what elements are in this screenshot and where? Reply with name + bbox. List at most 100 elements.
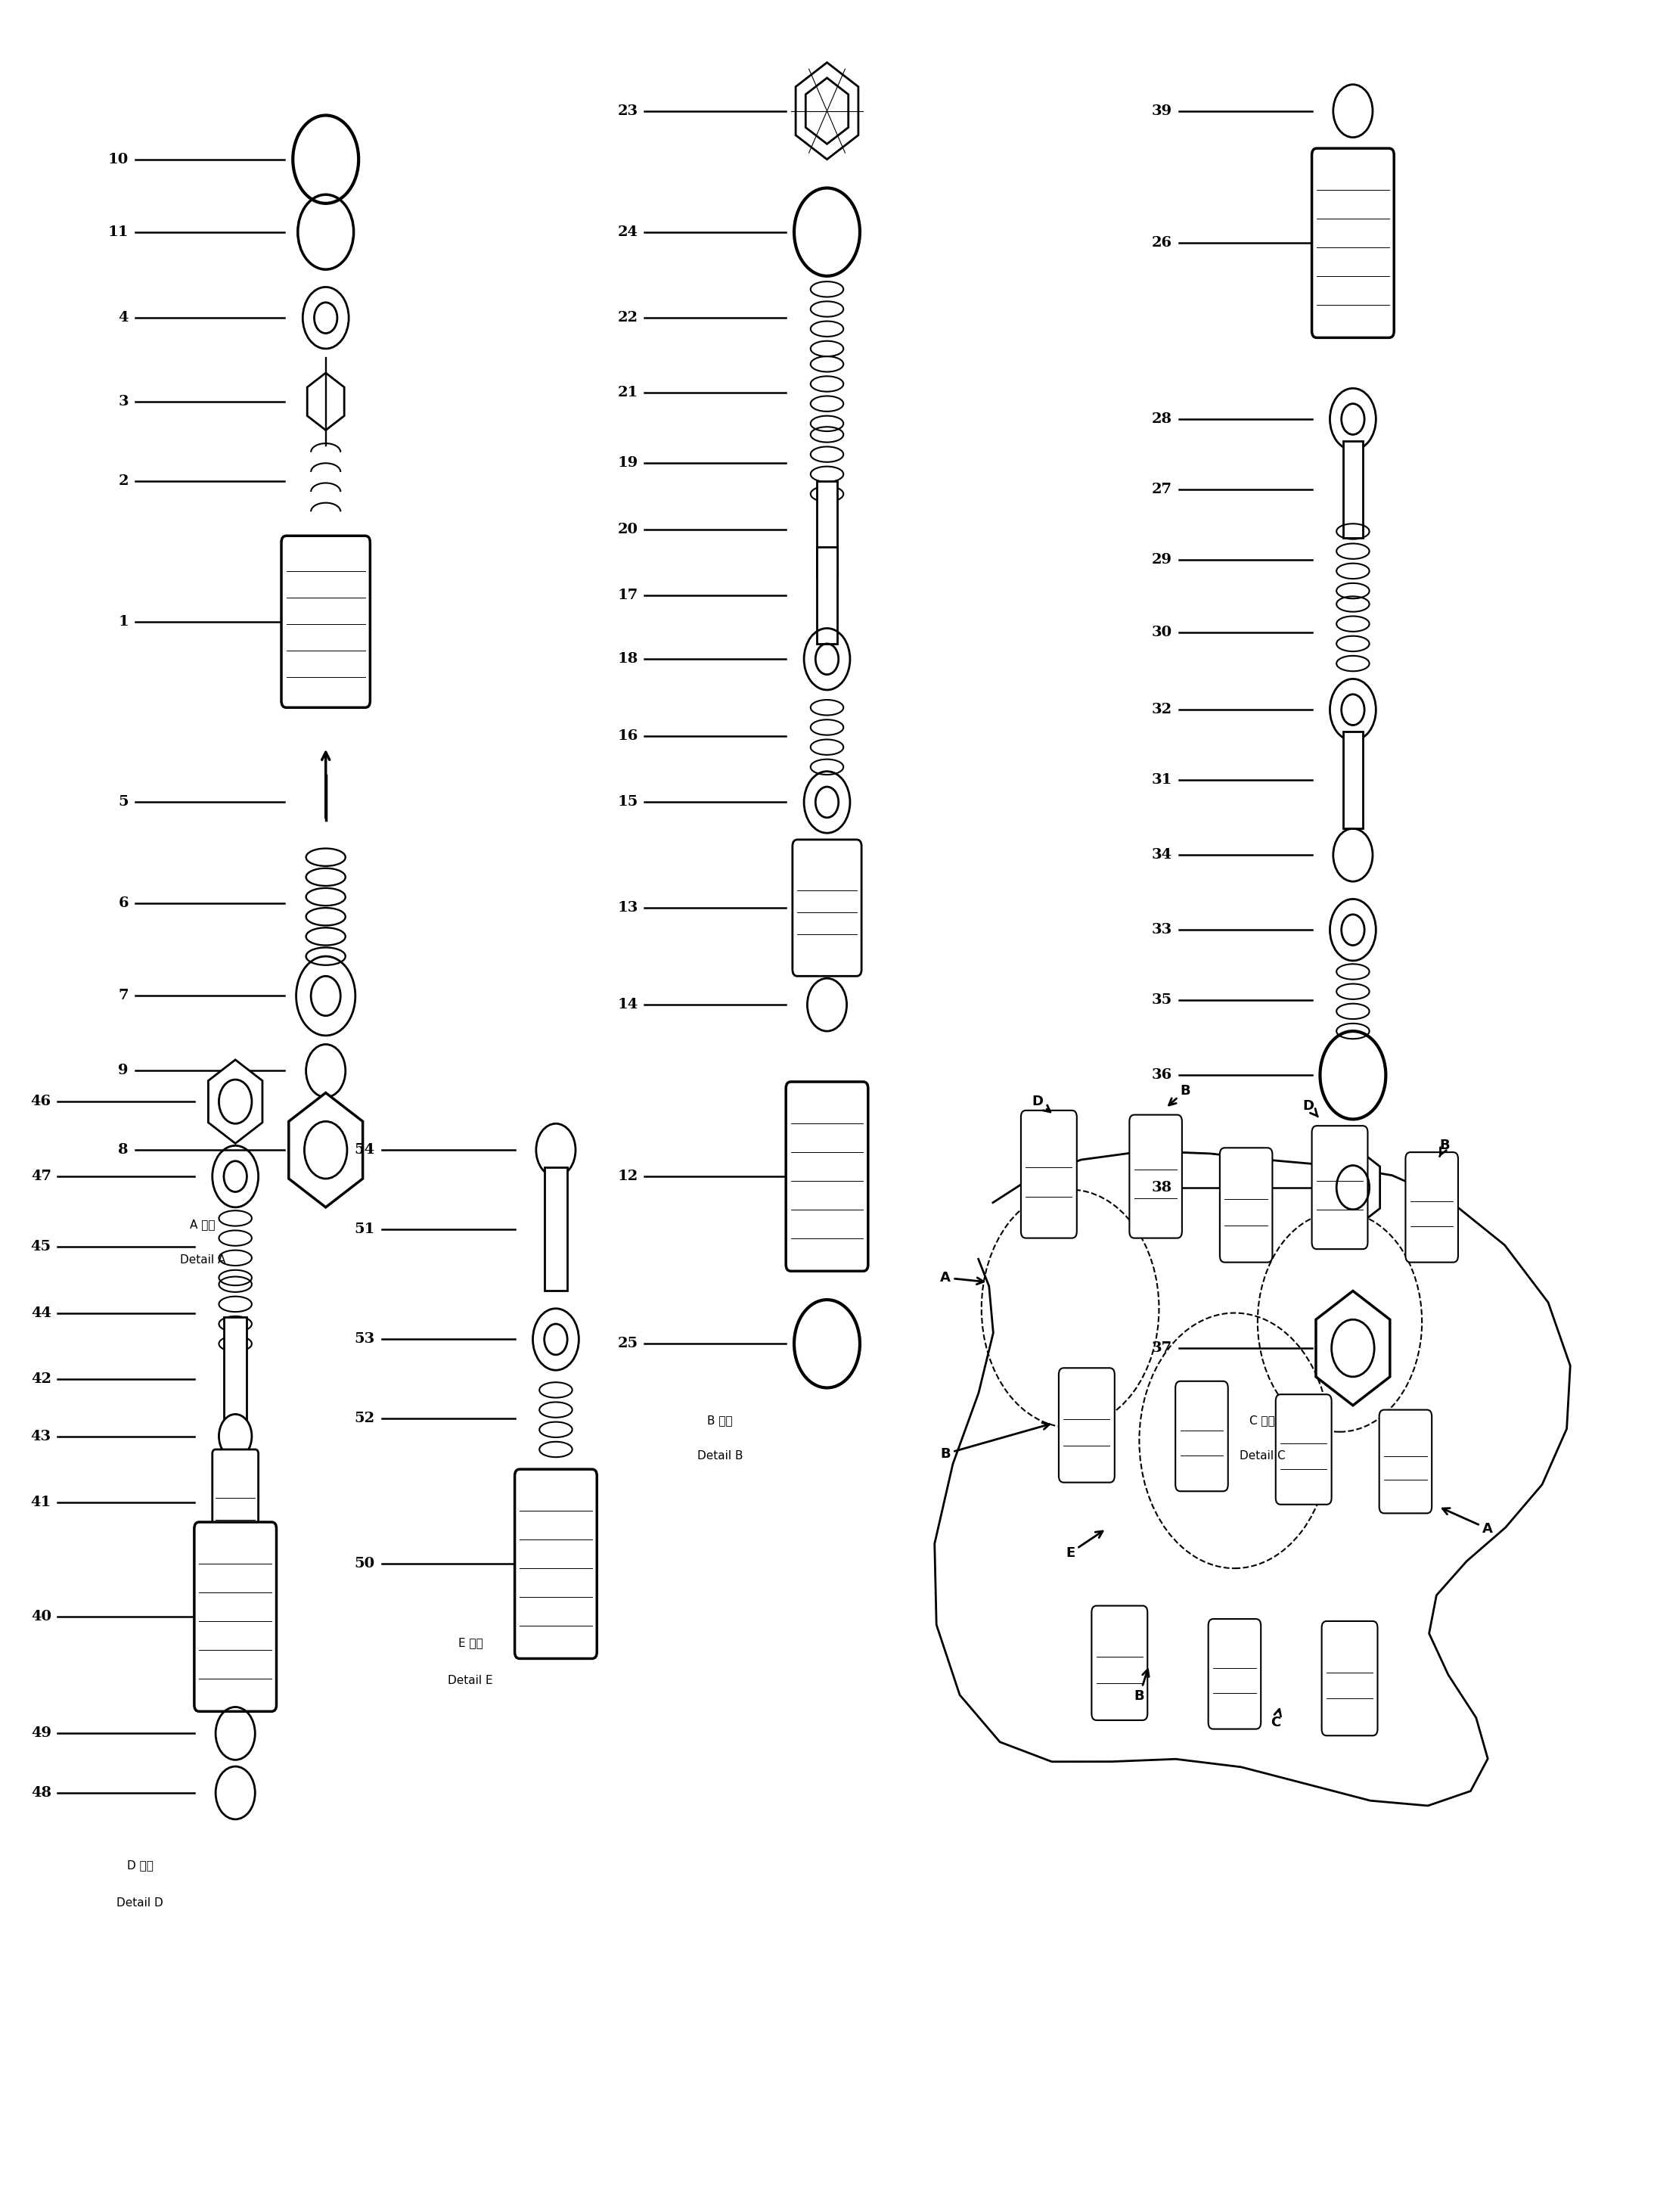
Text: 43: 43	[31, 1429, 51, 1442]
Text: 20: 20	[617, 522, 638, 535]
Text: 45: 45	[31, 1241, 51, 1254]
Text: 52: 52	[354, 1411, 375, 1425]
Text: C: C	[1270, 1710, 1280, 1730]
Text: 47: 47	[31, 1170, 51, 1183]
Text: 23: 23	[617, 104, 638, 117]
Polygon shape	[308, 374, 344, 429]
Bar	[817, 480, 837, 577]
FancyBboxPatch shape	[1059, 1367, 1115, 1482]
FancyBboxPatch shape	[792, 841, 862, 975]
Text: 33: 33	[1151, 922, 1173, 936]
FancyBboxPatch shape	[194, 1522, 276, 1712]
Text: 2: 2	[119, 473, 129, 487]
FancyBboxPatch shape	[1312, 1126, 1368, 1250]
Text: 44: 44	[31, 1305, 51, 1321]
Text: 50: 50	[354, 1557, 375, 1571]
FancyBboxPatch shape	[786, 1082, 868, 1272]
Text: Detail D: Detail D	[117, 1898, 164, 1909]
FancyBboxPatch shape	[1406, 1152, 1459, 1263]
Text: 14: 14	[617, 998, 638, 1011]
Text: 10: 10	[108, 153, 129, 166]
Text: 15: 15	[617, 796, 638, 810]
Text: 18: 18	[617, 653, 638, 666]
Text: 53: 53	[354, 1332, 375, 1347]
Text: 40: 40	[31, 1610, 51, 1624]
Text: 4: 4	[119, 312, 129, 325]
Text: Detail A: Detail A	[180, 1254, 225, 1265]
Text: 31: 31	[1151, 774, 1173, 787]
Text: 35: 35	[1151, 993, 1173, 1006]
FancyBboxPatch shape	[1021, 1110, 1077, 1239]
FancyBboxPatch shape	[1379, 1409, 1432, 1513]
Text: 1: 1	[117, 615, 129, 628]
Text: 48: 48	[31, 1785, 51, 1801]
Text: 24: 24	[617, 226, 638, 239]
Text: A 詳細: A 詳細	[190, 1219, 215, 1230]
Text: 5: 5	[117, 796, 129, 810]
Text: D: D	[1032, 1095, 1050, 1113]
Text: 26: 26	[1151, 237, 1173, 250]
FancyBboxPatch shape	[212, 1449, 258, 1555]
Polygon shape	[208, 1060, 263, 1144]
FancyBboxPatch shape	[1322, 1621, 1378, 1736]
Text: 32: 32	[1151, 703, 1173, 717]
FancyBboxPatch shape	[1092, 1606, 1148, 1721]
FancyBboxPatch shape	[1275, 1394, 1331, 1504]
Text: B 詳細: B 詳細	[708, 1416, 733, 1427]
Text: 37: 37	[1151, 1340, 1173, 1356]
Text: 11: 11	[108, 226, 129, 239]
Text: 25: 25	[617, 1336, 638, 1352]
Bar	[544, 1168, 567, 1292]
Polygon shape	[289, 1093, 362, 1208]
Text: 12: 12	[617, 1170, 638, 1183]
Text: B: B	[939, 1422, 1050, 1460]
Text: 39: 39	[1151, 104, 1173, 117]
Text: E: E	[1065, 1531, 1103, 1559]
Text: 41: 41	[31, 1495, 51, 1509]
Text: B: B	[1135, 1670, 1150, 1703]
FancyBboxPatch shape	[514, 1469, 597, 1659]
Text: Detail C: Detail C	[1239, 1451, 1285, 1462]
Bar	[1343, 732, 1363, 830]
Text: 29: 29	[1151, 553, 1173, 566]
Text: 28: 28	[1151, 411, 1173, 427]
Text: A: A	[939, 1272, 984, 1285]
Text: A: A	[1442, 1509, 1494, 1535]
Text: 27: 27	[1151, 482, 1173, 495]
Circle shape	[218, 1413, 251, 1458]
Polygon shape	[1317, 1292, 1389, 1405]
Polygon shape	[805, 77, 849, 144]
Text: B: B	[1169, 1084, 1191, 1106]
Text: Detail E: Detail E	[448, 1674, 493, 1686]
Text: C 詳細: C 詳細	[1250, 1416, 1275, 1427]
Text: 21: 21	[617, 385, 638, 400]
FancyBboxPatch shape	[1176, 1380, 1227, 1491]
Polygon shape	[1327, 1146, 1379, 1230]
FancyBboxPatch shape	[1312, 148, 1394, 338]
Text: 49: 49	[31, 1728, 51, 1741]
Text: B: B	[1439, 1139, 1451, 1157]
FancyBboxPatch shape	[1219, 1148, 1272, 1263]
Text: 3: 3	[117, 394, 129, 409]
FancyBboxPatch shape	[1209, 1619, 1260, 1730]
Text: 7: 7	[119, 989, 129, 1002]
Text: Detail B: Detail B	[698, 1451, 743, 1462]
Bar	[223, 1318, 246, 1440]
Text: 42: 42	[31, 1371, 51, 1385]
Text: 17: 17	[617, 588, 638, 602]
Text: 30: 30	[1151, 626, 1173, 639]
FancyBboxPatch shape	[1130, 1115, 1183, 1239]
Text: D 詳細: D 詳細	[127, 1860, 154, 1871]
Text: 46: 46	[31, 1095, 51, 1108]
Text: 19: 19	[617, 456, 638, 469]
Text: 16: 16	[617, 730, 638, 743]
Text: D: D	[1303, 1099, 1318, 1117]
Text: E 詳細: E 詳細	[458, 1637, 483, 1648]
FancyBboxPatch shape	[281, 535, 370, 708]
Text: 8: 8	[119, 1144, 129, 1157]
Text: 9: 9	[119, 1064, 129, 1077]
Text: 36: 36	[1151, 1068, 1173, 1082]
Text: 22: 22	[617, 312, 638, 325]
Text: 13: 13	[617, 900, 638, 916]
Text: 6: 6	[117, 896, 129, 911]
